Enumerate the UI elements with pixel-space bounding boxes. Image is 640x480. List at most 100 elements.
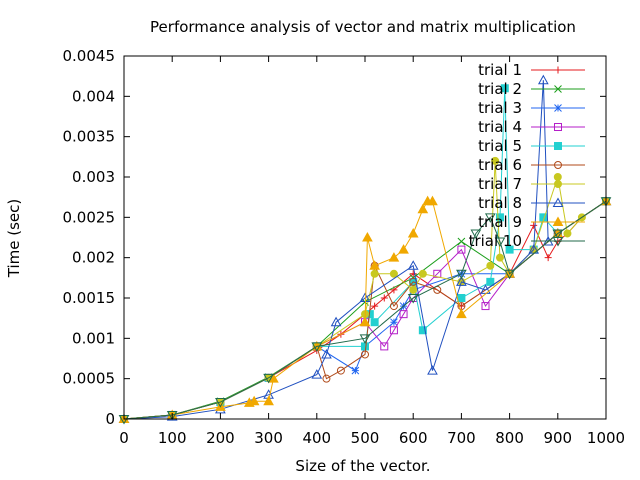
data-point [486, 261, 495, 270]
data-point [553, 173, 562, 181]
series-10 [118, 197, 612, 425]
legend-label: trial 7 [478, 175, 522, 193]
data-point [351, 366, 360, 375]
series-7 [120, 156, 610, 423]
legend-label: trial 6 [478, 156, 522, 174]
y-tick-label: 0.001 [72, 329, 115, 347]
data-point [500, 84, 509, 93]
chart-title: Performance analysis of vector and matri… [150, 18, 576, 36]
legend-label: trial 8 [478, 194, 522, 212]
data-point [311, 369, 323, 379]
legend-label: trial 10 [469, 232, 522, 250]
data-point [330, 316, 342, 327]
data-point [457, 294, 466, 302]
data-point [537, 74, 549, 85]
y-tick-label: 0.002 [72, 249, 115, 267]
data-point [361, 342, 369, 351]
series-line [123, 200, 607, 420]
data-point [418, 326, 427, 335]
data-point [427, 195, 438, 206]
data-point [470, 229, 482, 239]
legend-entry: trial 4 [478, 118, 585, 136]
data-point [456, 269, 467, 280]
data-point [380, 294, 388, 302]
legend-entry: trial 2 [478, 80, 585, 98]
data-point [457, 245, 466, 254]
data-point [481, 302, 490, 311]
data-point [263, 395, 274, 406]
legend-label: trial 5 [478, 137, 522, 155]
data-point [457, 237, 466, 246]
legend-swatch-marker [554, 180, 562, 188]
legend-label: trial 3 [478, 99, 522, 117]
data-point [504, 269, 515, 280]
legend-entry: trial 7 [478, 175, 585, 193]
data-point [427, 365, 438, 375]
legend-entry: trial 5 [478, 137, 585, 155]
data-point [362, 231, 373, 242]
y-axis-label: Time (sec) [5, 199, 23, 278]
data-point [370, 318, 379, 327]
plot-series [118, 74, 612, 425]
x-tick-label: 100 [158, 429, 187, 447]
x-tick-label: 600 [399, 429, 428, 447]
y-tick-label: 0 [105, 410, 115, 428]
data-point [359, 334, 371, 344]
axes: 0 100 200 300 400 500 600 700 800 900 1000 0 0.0005 0… [63, 47, 626, 447]
data-point [389, 326, 398, 335]
data-point [530, 221, 538, 229]
data-point [563, 229, 572, 238]
y-tick-label: 0.0045 [63, 47, 116, 65]
y-tick-label: 0.0005 [63, 370, 116, 388]
y-tick-label: 0.0015 [63, 289, 116, 307]
data-point [370, 269, 379, 278]
legend-swatch-marker [554, 123, 562, 131]
x-tick-label: 0 [119, 429, 129, 447]
data-point [311, 342, 323, 352]
series-line [123, 160, 607, 420]
legend-label: trial 1 [478, 61, 522, 79]
data-point [322, 374, 331, 383]
data-point [215, 398, 226, 408]
data-point [359, 316, 371, 327]
legend-entry: trial 9 [478, 213, 585, 231]
x-tick-label: 800 [495, 429, 524, 447]
data-point [417, 203, 429, 214]
x-axis-label: Size of the vector. [295, 457, 430, 475]
legend-swatch-marker [552, 237, 564, 247]
data-point [552, 229, 564, 239]
legend-entry: trial 3 [478, 99, 585, 117]
data-point [495, 253, 504, 262]
data-point [456, 308, 467, 319]
data-point [407, 294, 419, 304]
legend-swatch-marker [554, 66, 562, 74]
data-point [409, 285, 418, 294]
legend-entry: trial 6 [478, 156, 585, 174]
legend-entry: trial 1 [478, 61, 585, 79]
data-point [390, 318, 398, 327]
data-point [409, 277, 418, 286]
data-point [380, 342, 389, 351]
x-tick-label: 700 [447, 429, 476, 447]
x-tick-label: 200 [206, 429, 235, 447]
y-tick-label: 0.0035 [63, 128, 116, 146]
y-tick-label: 0.0025 [63, 208, 116, 226]
legend-entry: trial 10 [469, 232, 585, 250]
data-point [361, 350, 369, 359]
legend-label: trial 4 [478, 118, 522, 136]
legend-swatch-marker [554, 161, 562, 169]
data-point [494, 237, 506, 248]
y-tick-label: 0.003 [72, 168, 115, 186]
data-point [336, 366, 345, 375]
legend-swatch-marker [552, 197, 564, 207]
data-point [371, 302, 379, 310]
data-point [418, 269, 427, 278]
y-tick-label: 0.004 [72, 87, 115, 105]
legend-entry: trial 8 [478, 194, 585, 212]
data-point [263, 373, 274, 384]
series-5 [120, 84, 610, 423]
legend-swatch-marker [552, 216, 564, 226]
data-point [456, 276, 467, 286]
